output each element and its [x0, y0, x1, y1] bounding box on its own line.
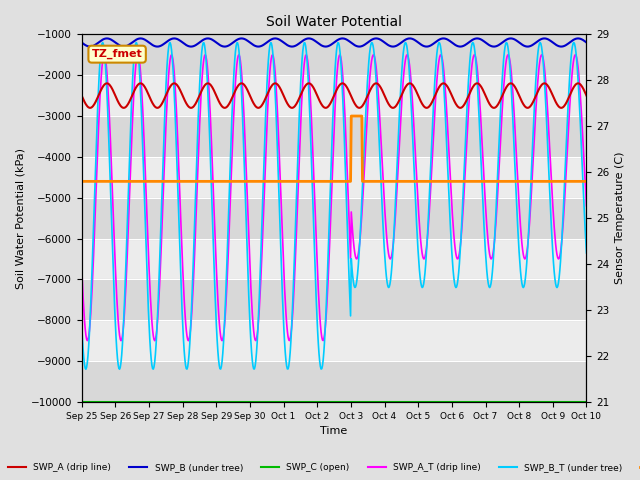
- Y-axis label: Sensor Temperature (C): Sensor Temperature (C): [615, 152, 625, 284]
- SWP_B_T (under tree): [536, 40, 544, 46]
- Line: SWP_B_T (under tree): SWP_B_T (under tree): [82, 43, 586, 369]
- Bar: [82, 35, 586, 75]
- SWP_C (open): [87, 399, 95, 405]
- Line: SWP: SWP: [82, 116, 586, 181]
- SWP: [348, 113, 355, 119]
- SWP_B (under tree): [574, 36, 582, 41]
- SWP_B_T (under tree): [411, 175, 419, 180]
- SWP: [396, 179, 404, 184]
- SWP_A (drip line): [191, 102, 198, 108]
- Legend: SWP_A (drip line), SWP_B (under tree), SWP_C (open), SWP_A_T (drip line), SWP_B_: SWP_A (drip line), SWP_B (under tree), S…: [4, 459, 640, 476]
- SWP: [217, 179, 225, 184]
- SWP_B (under tree): [86, 44, 94, 49]
- SWP_A_T (drip line): [168, 52, 175, 58]
- SWP_A_T (drip line): [582, 203, 590, 209]
- SWP_B (under tree): [396, 41, 404, 47]
- SWP: [87, 179, 95, 184]
- Bar: [82, 198, 586, 239]
- SWP_A (drip line): [218, 103, 225, 108]
- Bar: [82, 116, 586, 157]
- SWP_B (under tree): [88, 44, 95, 49]
- SWP_A_T (drip line): [218, 338, 226, 344]
- SWP_A_T (drip line): [184, 338, 192, 344]
- SWP_A (drip line): [411, 85, 419, 91]
- SWP_A_T (drip line): [78, 264, 86, 269]
- Title: Soil Water Potential: Soil Water Potential: [266, 15, 402, 29]
- SWP_B (under tree): [582, 40, 590, 46]
- SWP_C (open): [190, 399, 198, 405]
- SWP_B (under tree): [411, 37, 419, 43]
- Line: SWP_A (drip line): SWP_A (drip line): [82, 84, 586, 108]
- SWP_B_T (under tree): [78, 320, 86, 326]
- SWP: [582, 179, 590, 184]
- SWP_B_T (under tree): [396, 105, 404, 110]
- SWP_A (drip line): [86, 105, 94, 111]
- SWP_B (under tree): [140, 36, 147, 42]
- SWP: [411, 179, 419, 184]
- SWP_C (open): [395, 399, 403, 405]
- SWP_A_T (drip line): [412, 147, 419, 153]
- SWP_A (drip line): [140, 82, 147, 88]
- Text: TZ_fmet: TZ_fmet: [92, 49, 143, 60]
- SWP_B_T (under tree): [140, 166, 147, 171]
- SWP: [78, 179, 86, 184]
- SWP_B_T (under tree): [191, 217, 198, 223]
- Line: SWP_A_T (drip line): SWP_A_T (drip line): [82, 55, 586, 341]
- SWP_B_T (under tree): [218, 364, 225, 370]
- SWP_A (drip line): [582, 93, 590, 98]
- SWP: [190, 179, 198, 184]
- SWP_A_T (drip line): [397, 122, 404, 128]
- SWP_B (under tree): [191, 43, 198, 48]
- SWP_B_T (under tree): [582, 250, 590, 256]
- SWP_C (open): [410, 399, 417, 405]
- SWP_C (open): [139, 399, 147, 405]
- Y-axis label: Soil Water Potential (kPa): Soil Water Potential (kPa): [15, 148, 25, 288]
- Bar: [82, 279, 586, 320]
- SWP_C (open): [78, 399, 86, 405]
- SWP_A (drip line): [574, 81, 582, 86]
- SWP_A_T (drip line): [87, 310, 95, 316]
- Bar: [82, 361, 586, 402]
- SWP_A (drip line): [88, 105, 95, 110]
- SWP_C (open): [217, 399, 225, 405]
- SWP_B_T (under tree): [82, 366, 90, 372]
- SWP: [139, 179, 147, 184]
- SWP_A_T (drip line): [191, 231, 199, 237]
- SWP_A (drip line): [396, 96, 404, 102]
- Line: SWP_B (under tree): SWP_B (under tree): [82, 38, 586, 47]
- X-axis label: Time: Time: [321, 426, 348, 436]
- SWP_B (under tree): [78, 40, 86, 46]
- SWP_B (under tree): [218, 43, 225, 48]
- SWP_A (drip line): [78, 93, 86, 98]
- SWP_B_T (under tree): [88, 282, 95, 288]
- SWP_C (open): [582, 399, 590, 405]
- SWP_A_T (drip line): [139, 107, 147, 113]
